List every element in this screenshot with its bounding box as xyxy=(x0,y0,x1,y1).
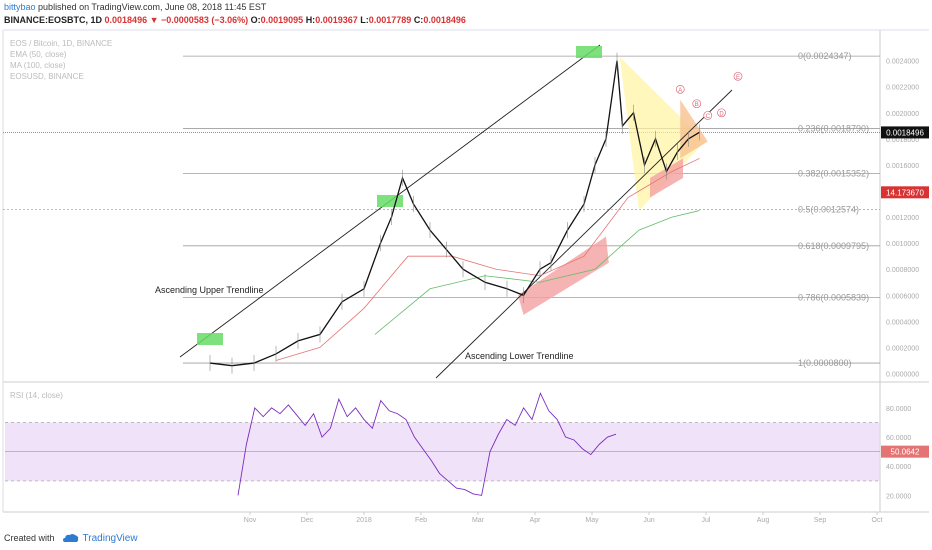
ema-line xyxy=(275,158,700,361)
fib-label-5: 0.786(0.0005839) xyxy=(798,292,869,302)
rsi-tick-label: 40.0000 xyxy=(886,464,911,471)
symbol-label: BINANCE:EOSBTC, 1D xyxy=(4,15,103,25)
y-tick-label: 0.0006000 xyxy=(886,293,919,300)
fib-label-4: 0.618(0.0009795) xyxy=(798,241,869,251)
low-value: 0.0017789 xyxy=(368,15,412,25)
x-tick-label: May xyxy=(585,517,599,524)
x-tick-label: Dec xyxy=(301,517,314,524)
fib-label-0: 0(0.0024347) xyxy=(798,51,852,61)
fib-label-2: 0.382(0.0015352) xyxy=(798,168,869,178)
close-label: C: xyxy=(413,15,424,25)
pattern-mark-label: E xyxy=(736,75,740,81)
y-tick-label: 0.0016000 xyxy=(886,163,919,170)
high-value: 0.0019367 xyxy=(315,15,358,25)
x-tick-label: Mar xyxy=(472,517,485,524)
pattern-mark-label: D xyxy=(719,111,724,117)
triangle-pattern xyxy=(619,56,705,211)
x-tick-label: Jul xyxy=(702,517,711,524)
change-value: −0.0000583 (−3.06%) xyxy=(161,15,249,25)
upper-trendline-label: Ascending Upper Trendline xyxy=(155,285,264,295)
x-tick-label: Sep xyxy=(814,517,827,524)
y-tick-label: 0.0008000 xyxy=(886,267,919,274)
rsi-tick-label: 80.0000 xyxy=(886,406,911,413)
lower-trendline xyxy=(435,89,733,379)
legend-3: MA (100, close) xyxy=(10,61,66,70)
pivot-box-2 xyxy=(576,46,602,58)
down-arrow-icon: ▼ xyxy=(149,15,159,25)
author-name[interactable]: bittybao xyxy=(4,2,36,12)
open-label: O: xyxy=(250,15,261,25)
price-badge-bg xyxy=(881,126,929,139)
fib-label-6: 1(0.0000800) xyxy=(798,358,852,368)
published-text: published on TradingView.com, June 08, 2… xyxy=(38,2,267,12)
cloud-logo-icon xyxy=(62,534,78,542)
ma-line xyxy=(374,210,700,335)
close-value: 0.0018496 xyxy=(423,15,466,25)
x-tick-label: Jun xyxy=(643,517,654,524)
pattern-mark-E xyxy=(733,71,743,81)
footer: Created with TradingView xyxy=(0,526,932,550)
y-tick-label: 0.0000000 xyxy=(886,371,919,378)
price-chart[interactable]: 0(0.0024347) 0.236(0.0018790) 0.382(0.0015… xyxy=(0,0,932,526)
small-triangle xyxy=(680,99,708,159)
y-tick-label: 0.0002000 xyxy=(886,345,919,352)
x-tick-label: Aug xyxy=(757,517,770,524)
fib-label-1: 0.236(0.0018790) xyxy=(798,124,869,134)
rsi-badge-bg xyxy=(881,445,929,458)
y-tick-label: 0.0010000 xyxy=(886,241,919,248)
y-tick-label: 0.0020000 xyxy=(886,111,919,118)
x-tick-label: Nov xyxy=(244,517,257,524)
rsi-badge: 50.0642 xyxy=(891,448,920,457)
pattern-mark-A xyxy=(675,84,685,94)
pattern-mark-label: A xyxy=(678,88,682,94)
usd-badge: 14.173670 xyxy=(886,188,924,197)
pattern-mark-label: C xyxy=(706,114,711,120)
high-label: H: xyxy=(305,15,316,25)
pattern-mark-D xyxy=(717,108,726,118)
price-badge: 0.0018496 xyxy=(886,128,924,137)
x-tick-label: Apr xyxy=(530,517,542,524)
low-label: L: xyxy=(360,15,369,25)
rsi-tick-label: 20.0000 xyxy=(886,493,911,500)
rsi-title: RSI (14, close) xyxy=(10,391,63,400)
header-symbol-line: BINANCE:EOSBTC, 1D 0.0018496 ▼ −0.000058… xyxy=(4,15,466,25)
fib-label-3: 0.5(0.0012574) xyxy=(798,205,859,215)
x-tick-label: 2018 xyxy=(356,517,372,524)
pattern-mark-B xyxy=(692,99,702,109)
header-author-line: bittybao published on TradingView.com, J… xyxy=(4,2,266,12)
x-tick-label: Oct xyxy=(872,517,883,524)
lower-trendline-label: Ascending Lower Trendline xyxy=(465,351,574,361)
legend-4: EOSUSD, BINANCE xyxy=(10,72,84,81)
pattern-mark-C xyxy=(703,111,713,120)
y-tick-label: 0.0004000 xyxy=(886,319,919,326)
last-price: 0.0018496 xyxy=(104,15,148,25)
rsi-tick-label: 60.0000 xyxy=(886,435,911,442)
support-zone xyxy=(518,236,609,315)
y-tick-label: 0.0012000 xyxy=(886,215,919,222)
tradingview-brand: TradingView xyxy=(82,532,138,544)
y-tick-label: 0.0022000 xyxy=(886,85,919,92)
y-tick-label: 0.0024000 xyxy=(886,59,919,66)
legend-2: EMA (50, close) xyxy=(10,50,67,59)
x-tick-label: Feb xyxy=(415,517,427,524)
legend-1: EOS / Bitcoin, 1D, BINANCE xyxy=(10,39,112,48)
created-with-label: Created with xyxy=(4,533,55,543)
pivot-box-0 xyxy=(197,333,223,345)
open-value: 0.0019095 xyxy=(260,15,304,25)
rsi-line xyxy=(237,392,617,496)
pivot-box-1 xyxy=(377,195,403,207)
tradingview-logo[interactable]: TradingView xyxy=(62,532,138,544)
y-tick-label: 0.0018000 xyxy=(886,137,919,144)
pattern-mark-label: B xyxy=(695,102,699,108)
usd-badge-bg xyxy=(881,186,929,199)
